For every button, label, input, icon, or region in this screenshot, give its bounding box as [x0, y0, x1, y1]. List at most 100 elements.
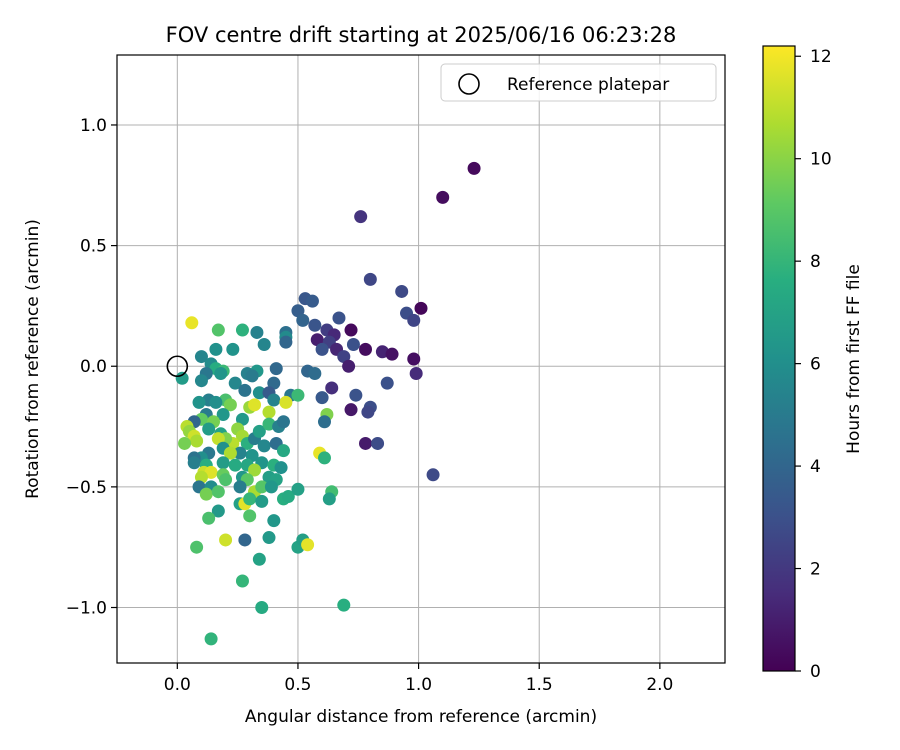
data-point: [315, 391, 329, 405]
data-point: [344, 323, 358, 337]
y-axis-label: Rotation from reference (arcmin): [23, 219, 43, 499]
data-point: [194, 350, 208, 364]
data-point: [269, 362, 283, 376]
data-point: [238, 383, 252, 397]
data-point: [371, 436, 385, 450]
data-point: [216, 407, 230, 421]
data-point: [211, 504, 225, 518]
data-point: [204, 465, 218, 479]
legend-box: [440, 63, 717, 102]
data-point: [228, 376, 242, 390]
data-point: [211, 485, 225, 499]
data-point: [380, 376, 394, 390]
data-point: [267, 376, 281, 390]
colorbar-tick-label: 2: [810, 560, 821, 580]
x-tick-label: 0.5: [284, 675, 311, 695]
data-point: [359, 342, 373, 356]
data-point: [219, 473, 233, 487]
data-point: [255, 480, 269, 494]
data-point: [385, 347, 399, 361]
data-point: [190, 434, 204, 448]
data-point: [255, 601, 269, 615]
data-point: [281, 490, 295, 504]
chart-title: FOV centre drift starting at 2025/06/16 …: [166, 23, 677, 47]
colorbar-tick-label: 6: [810, 355, 821, 375]
plot-frame: [116, 54, 726, 664]
data-point: [291, 388, 305, 402]
data-point: [175, 371, 189, 385]
data-point: [264, 480, 278, 494]
data-point: [301, 538, 315, 552]
colorbar-tick-label: 4: [810, 457, 821, 477]
data-point: [317, 451, 331, 465]
data-point: [202, 422, 216, 436]
legend-marker-icon: [458, 73, 480, 95]
data-point: [202, 511, 216, 525]
data-point: [407, 313, 421, 327]
y-axis-ticks: −1.0 −0.5 0.0 0.5 1.0: [66, 116, 117, 619]
data-point: [349, 388, 363, 402]
data-point: [305, 294, 319, 308]
x-tick-label: 0.0: [164, 675, 191, 695]
data-point: [252, 424, 266, 438]
colorbar-tick-label: 12: [810, 47, 832, 67]
data-point: [291, 482, 305, 496]
data-point: [216, 456, 230, 470]
data-point: [346, 338, 360, 352]
data-point: [233, 446, 247, 460]
y-tick-label: −0.5: [66, 478, 107, 498]
data-point: [395, 284, 409, 298]
data-point: [243, 509, 257, 523]
data-point: [248, 398, 262, 412]
data-point: [250, 325, 264, 339]
data-point: [252, 552, 266, 566]
data-point: [223, 398, 237, 412]
data-point: [436, 190, 450, 204]
data-point: [178, 436, 192, 450]
data-point: [332, 311, 346, 325]
data-point: [262, 405, 276, 419]
data-point: [308, 318, 322, 332]
colorbar-tick-label: 8: [810, 252, 821, 272]
data-point: [337, 598, 351, 612]
data-point: [252, 386, 266, 400]
colorbar-gradient: [762, 45, 796, 672]
data-point: [467, 161, 481, 175]
data-point: [245, 449, 259, 463]
y-tick-label: 1.0: [80, 116, 107, 136]
data-point: [363, 272, 377, 286]
data-point: [317, 415, 331, 429]
data-point: [426, 468, 440, 482]
y-tick-label: 0.0: [80, 357, 107, 377]
data-point: [315, 342, 329, 356]
x-axis-label: Angular distance from reference (arcmin): [245, 707, 597, 727]
x-tick-label: 1.5: [526, 675, 553, 695]
data-point: [325, 381, 339, 395]
x-axis-ticks: 0.0 0.5 1.0 1.5 2.0: [164, 663, 673, 695]
data-point: [257, 338, 271, 352]
data-point: [337, 350, 351, 364]
data-point: [211, 323, 225, 337]
data-point: [409, 366, 423, 380]
data-point: [276, 444, 290, 458]
data-point: [257, 439, 271, 453]
data-point: [243, 492, 257, 506]
data-point: [279, 335, 293, 349]
data-point: [267, 514, 281, 528]
data-point: [342, 359, 356, 373]
data-point: [190, 540, 204, 554]
data-point: [238, 533, 252, 547]
data-point: [185, 316, 199, 330]
data-point: [414, 301, 428, 315]
data-point: [255, 494, 269, 508]
data-point: [235, 323, 249, 337]
data-point: [187, 456, 201, 470]
data-point: [291, 304, 305, 318]
data-point: [214, 366, 228, 380]
data-point: [274, 461, 288, 475]
data-point: [279, 395, 293, 409]
data-point: [235, 412, 249, 426]
data-point: [296, 313, 310, 327]
data-point: [204, 632, 218, 646]
